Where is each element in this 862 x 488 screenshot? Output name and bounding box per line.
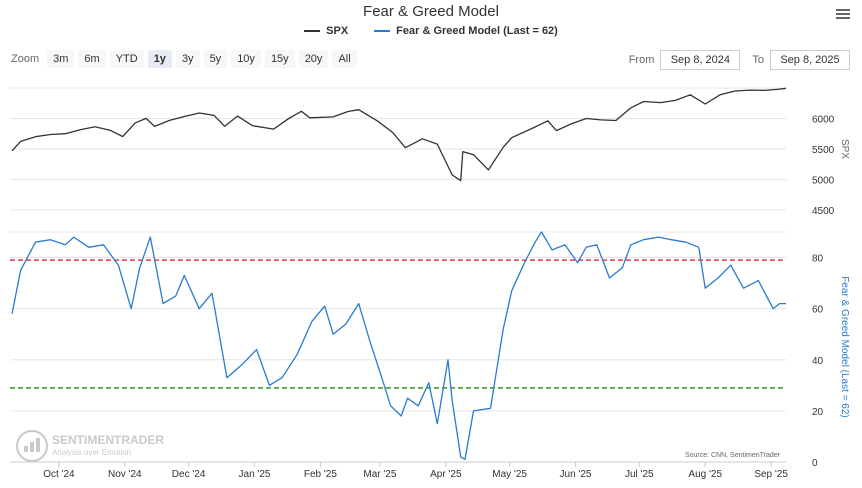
- zoom-label: Zoom: [11, 53, 40, 65]
- zoom-button-all[interactable]: All: [332, 50, 357, 68]
- zoom-bar: Zoom 3m 6m YTD 1y 3y 5y 10y 15y 20y All: [11, 50, 357, 68]
- x-tick-label-aug-25: Aug '25: [688, 469, 722, 480]
- legend-swatch-spx: [304, 30, 321, 32]
- series-line-spx: [11, 87, 787, 182]
- zoom-button-10y[interactable]: 10y: [231, 50, 261, 68]
- zoom-button-3y[interactable]: 3y: [175, 50, 200, 68]
- x-tick-label-jan-25: Jan '25: [239, 469, 271, 480]
- from-label: From: [628, 54, 655, 66]
- x-tick-label-mar-25: Mar '25: [363, 469, 396, 480]
- y-tick-spx-5000: 5000: [812, 176, 835, 187]
- logo-circle-icon: [16, 430, 48, 462]
- x-tick-label-feb-25: Feb '25: [304, 469, 337, 480]
- x-tick-label-jul-25: Jul '25: [625, 469, 654, 480]
- watermark-tagline: Analysis over Emotion: [52, 448, 131, 457]
- logo-bar-icon-0: [24, 446, 28, 452]
- x-tick-label-jun-25: Jun '25: [560, 469, 592, 480]
- chart-title: Fear & Greed Model: [363, 3, 499, 20]
- source-credit: Source: CNN, SentimenTrader: [685, 452, 781, 459]
- series-line-fear-greed-model: [11, 231, 786, 461]
- legend: SPX Fear & Greed Model (Last = 62): [0, 25, 862, 37]
- legend-label-spx: SPX: [326, 25, 349, 37]
- watermark-brand: SENTIMENTRADER: [52, 433, 164, 447]
- legend-swatch-fear-greed: [374, 30, 391, 32]
- y-axis-title-fear-greed-model: Fear & Greed Model (Last = 62): [839, 276, 850, 417]
- y-tick-spx-4500: 4500: [812, 206, 835, 217]
- from-date-input[interactable]: Sep 8, 2024: [660, 50, 741, 70]
- x-tick-label-nov-24: Nov '24: [108, 469, 142, 480]
- legend-item-fear-greed[interactable]: Fear & Greed Model (Last = 62): [374, 25, 558, 37]
- y-tick-fear-greed-model-40: 40: [812, 356, 824, 367]
- x-tick-label-may-25: May '25: [492, 469, 527, 480]
- y-tick-fear-greed-model-80: 80: [812, 254, 824, 265]
- y-tick-spx-6000: 6000: [812, 115, 835, 126]
- date-range: From Sep 8, 2024 To Sep 8, 2025: [629, 50, 850, 70]
- logo-bar-icon-2: [36, 438, 40, 452]
- y-axis-title-spx: SPX: [839, 139, 850, 159]
- y-tick-fear-greed-model-0: 0: [812, 458, 818, 469]
- zoom-button-1y[interactable]: 1y: [147, 50, 172, 68]
- x-tick-label-dec-24: Dec '24: [172, 469, 206, 480]
- zoom-button-ytd[interactable]: YTD: [109, 50, 144, 68]
- y-tick-fear-greed-model-60: 60: [812, 305, 824, 316]
- legend-item-spx[interactable]: SPX: [304, 25, 348, 37]
- y-tick-fear-greed-model-20: 20: [812, 407, 824, 418]
- zoom-button-15y[interactable]: 15y: [264, 50, 295, 68]
- zoom-button-3m[interactable]: 3m: [47, 50, 75, 68]
- hamburger-menu-icon[interactable]: [836, 7, 850, 21]
- to-date-input[interactable]: Sep 8, 2025: [770, 50, 850, 70]
- y-tick-spx-5500: 5500: [812, 145, 835, 156]
- zoom-button-20y[interactable]: 20y: [298, 50, 329, 68]
- x-tick-label-oct-24: Oct '24: [43, 469, 75, 480]
- x-tick-label-sep-25: Sep '25: [754, 469, 788, 480]
- zoom-button-6m[interactable]: 6m: [78, 50, 106, 68]
- to-label: To: [752, 54, 764, 66]
- x-tick-label-apr-25: Apr '25: [430, 469, 462, 480]
- logo-bar-icon-1: [30, 442, 34, 452]
- zoom-button-5y[interactable]: 5y: [203, 50, 228, 68]
- legend-label-fear-greed: Fear & Greed Model (Last = 62): [396, 25, 558, 37]
